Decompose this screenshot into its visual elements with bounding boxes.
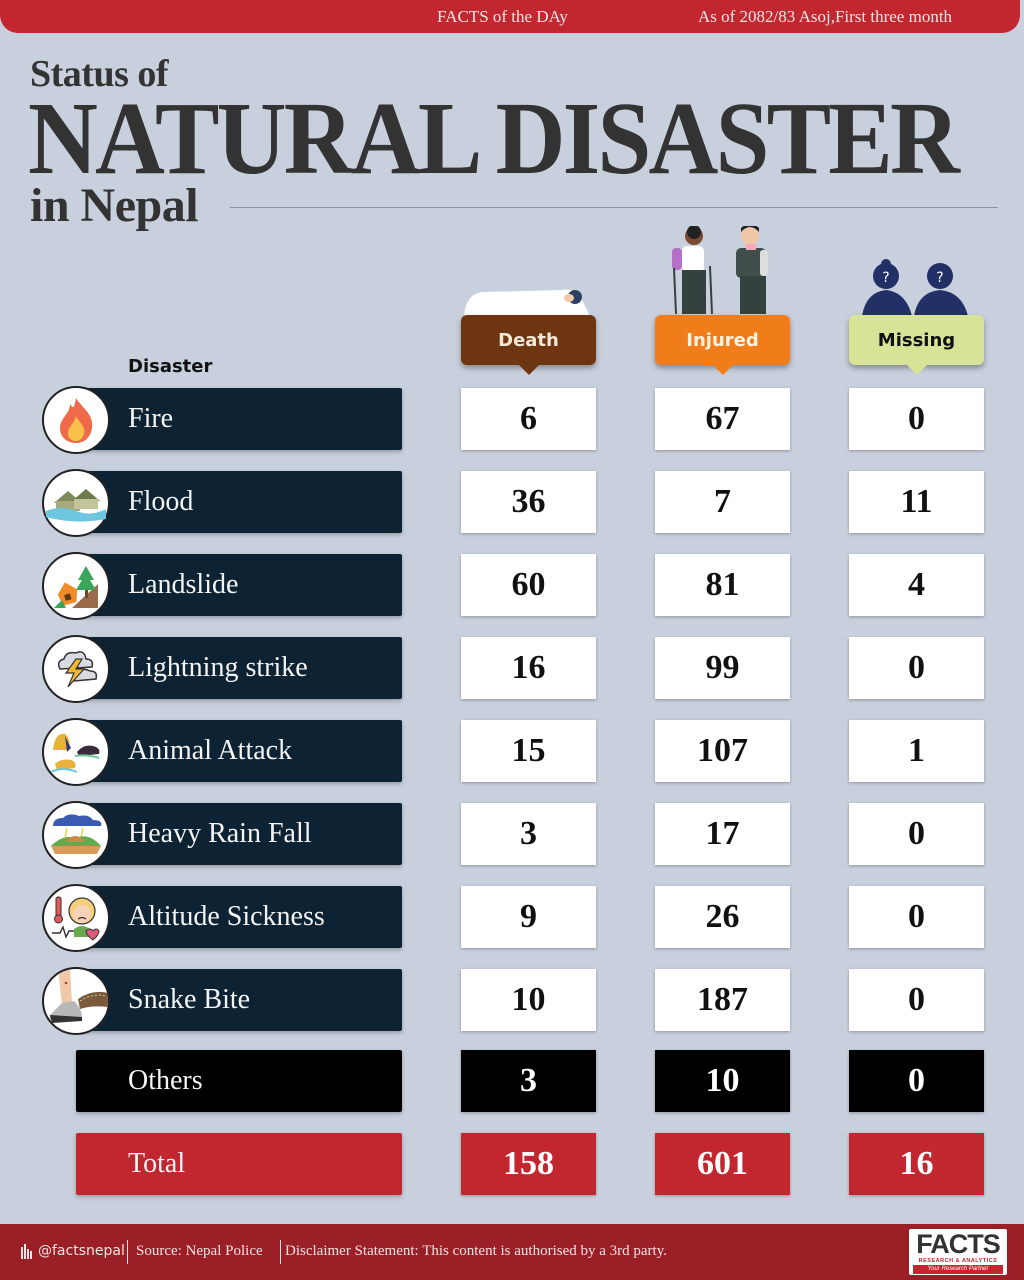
table-row-flood: Flood 36 7 11 — [0, 469, 1024, 537]
top-banner: FACTS of the DAy As of 2082/83 Asoj,Firs… — [0, 0, 1020, 33]
total-missing-value: 16 — [849, 1133, 984, 1195]
injured-value: 26 — [655, 886, 790, 948]
heavy-rain-icon — [42, 801, 110, 869]
table-row-altitude-sickness: Altitude Sickness 9 26 0 — [0, 884, 1024, 952]
disaster-name: Snake Bite — [76, 969, 402, 1031]
injured-value: 107 — [655, 720, 790, 782]
logo-subtitle: RESEARCH & ANALYTICS — [918, 1258, 998, 1264]
injured-value: 81 — [655, 554, 790, 616]
missing-value: 1 — [849, 720, 984, 782]
table-row-animal-attack: Animal Attack 15 107 1 — [0, 718, 1024, 786]
handle-text: @factsnepal — [38, 1243, 125, 1259]
fire-icon — [42, 386, 110, 454]
missing-value: 0 — [849, 637, 984, 699]
column-header-missing: Missing — [849, 315, 984, 375]
missing-value: 0 — [849, 886, 984, 948]
facts-logo: FACTS RESEARCH & ANALYTICS Your Research… — [909, 1229, 1007, 1275]
death-value: 15 — [461, 720, 596, 782]
disaster-name: Heavy Rain Fall — [76, 803, 402, 865]
title-line-3: in Nepal — [30, 179, 199, 232]
total-death-value: 158 — [461, 1133, 596, 1195]
injured-value: 10 — [655, 1050, 790, 1112]
injured-people-icon — [672, 226, 768, 315]
death-value: 60 — [461, 554, 596, 616]
disaster-name: Altitude Sickness — [76, 886, 402, 948]
flood-icon — [42, 469, 110, 537]
social-handle: @factsnepal — [20, 1243, 125, 1259]
title-divider — [230, 207, 998, 208]
as-of-date: As of 2082/83 Asoj,First three month — [698, 7, 953, 26]
svg-text:?: ? — [936, 270, 943, 286]
animal-attack-icon — [42, 718, 110, 786]
death-value: 6 — [461, 388, 596, 450]
svg-text:?: ? — [882, 270, 889, 286]
missing-value: 0 — [849, 388, 984, 450]
missing-value: 0 — [849, 1050, 984, 1112]
column-header-injured: Injured — [655, 315, 790, 375]
page-title: NATURAL DISASTER — [28, 81, 960, 196]
injured-value: 187 — [655, 969, 790, 1031]
footer: @factsnepal Source: Nepal Police Disclai… — [0, 1224, 1024, 1280]
table-row-snake-bite: Snake Bite 10 187 0 — [0, 967, 1024, 1035]
bar-chart-icon — [21, 1244, 32, 1259]
injured-value: 67 — [655, 388, 790, 450]
title-line-1: Status of — [30, 53, 169, 95]
total-injured-value: 601 — [655, 1133, 790, 1195]
footer-separator — [127, 1240, 128, 1264]
missing-value: 0 — [849, 969, 984, 1031]
snake-bite-icon — [42, 967, 110, 1035]
disaster-name: Flood — [76, 471, 402, 533]
table-row-lightning-strike: Lightning strike 16 99 0 — [0, 635, 1024, 703]
column-header-death: Death — [461, 315, 596, 375]
table-row-fire: Fire 6 67 0 — [0, 386, 1024, 454]
death-value: 3 — [461, 803, 596, 865]
disaster-name: Animal Attack — [76, 720, 402, 782]
missing-value: 0 — [849, 803, 984, 865]
disaster-name: Fire — [76, 388, 402, 450]
injured-value: 17 — [655, 803, 790, 865]
logo-tagline: Your Research Partner — [913, 1265, 1003, 1274]
disclaimer-text: Disclaimer Statement: This content is au… — [285, 1243, 667, 1259]
death-value: 10 — [461, 969, 596, 1031]
injured-value: 99 — [655, 637, 790, 699]
death-value: 16 — [461, 637, 596, 699]
missing-value: 11 — [849, 471, 984, 533]
missing-people-icon: ? ? — [862, 259, 968, 316]
table-row-total: Total 158 601 16 — [0, 1133, 1024, 1195]
landslide-icon — [42, 552, 110, 620]
altitude-sickness-icon — [42, 884, 110, 952]
column-header-disaster: Disaster — [128, 356, 213, 377]
table-row-heavy-rain-fall: Heavy Rain Fall 3 17 0 — [0, 801, 1024, 869]
death-value: 36 — [461, 471, 596, 533]
total-label: Total — [76, 1133, 402, 1195]
death-value: 9 — [461, 886, 596, 948]
missing-value: 4 — [849, 554, 984, 616]
footer-separator — [280, 1240, 281, 1264]
death-value: 3 — [461, 1050, 596, 1112]
injured-value: 7 — [655, 471, 790, 533]
disaster-name: Lightning strike — [76, 637, 402, 699]
table-row-others: Others 3 10 0 — [0, 1050, 1024, 1112]
deceased-person-icon — [464, 289, 590, 316]
lightning-icon — [42, 635, 110, 703]
source-text: Source: Nepal Police — [136, 1243, 263, 1259]
logo-wordmark: FACTS — [916, 1229, 1001, 1259]
disaster-name: Others — [76, 1050, 402, 1112]
disaster-name: Landslide — [76, 554, 402, 616]
table-row-landslide: Landslide 60 81 4 — [0, 552, 1024, 620]
facts-of-the-day-label: FACTS of the DAy — [437, 7, 568, 26]
